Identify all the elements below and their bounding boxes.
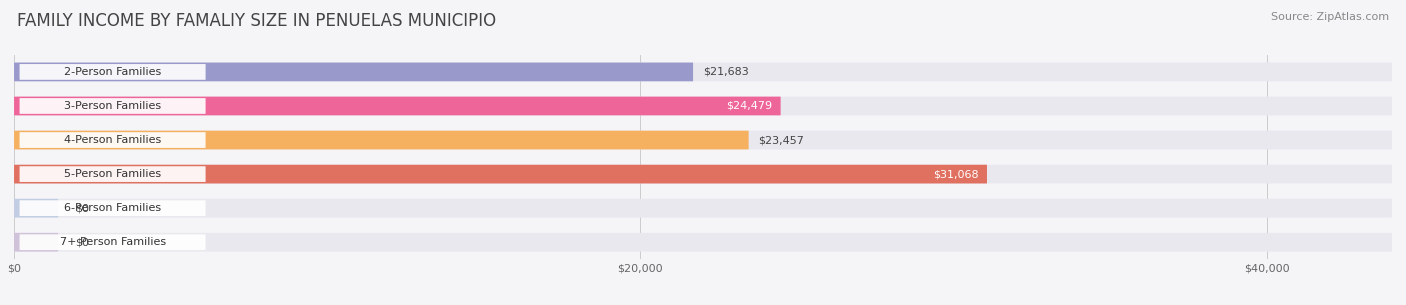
Text: 2-Person Families: 2-Person Families: [63, 67, 162, 77]
FancyBboxPatch shape: [14, 165, 1392, 184]
Text: $23,457: $23,457: [758, 135, 804, 145]
Text: 7+ Person Families: 7+ Person Families: [59, 237, 166, 247]
FancyBboxPatch shape: [20, 200, 205, 216]
Text: 4-Person Families: 4-Person Families: [63, 135, 162, 145]
FancyBboxPatch shape: [14, 97, 1392, 115]
FancyBboxPatch shape: [14, 233, 58, 252]
Text: Source: ZipAtlas.com: Source: ZipAtlas.com: [1271, 12, 1389, 22]
FancyBboxPatch shape: [14, 165, 987, 184]
Text: $24,479: $24,479: [727, 101, 772, 111]
FancyBboxPatch shape: [14, 63, 1392, 81]
Text: 3-Person Families: 3-Person Families: [65, 101, 162, 111]
FancyBboxPatch shape: [14, 63, 693, 81]
Text: $31,068: $31,068: [934, 169, 979, 179]
Text: FAMILY INCOME BY FAMALIY SIZE IN PENUELAS MUNICIPIO: FAMILY INCOME BY FAMALIY SIZE IN PENUELA…: [17, 12, 496, 30]
FancyBboxPatch shape: [20, 64, 205, 80]
Text: $0: $0: [75, 203, 89, 213]
FancyBboxPatch shape: [14, 131, 1392, 149]
FancyBboxPatch shape: [20, 98, 205, 114]
FancyBboxPatch shape: [20, 166, 205, 182]
FancyBboxPatch shape: [14, 131, 748, 149]
FancyBboxPatch shape: [14, 97, 780, 115]
FancyBboxPatch shape: [14, 199, 58, 217]
Text: 6-Person Families: 6-Person Families: [65, 203, 162, 213]
Text: 5-Person Families: 5-Person Families: [65, 169, 162, 179]
FancyBboxPatch shape: [14, 199, 1392, 217]
Text: $21,683: $21,683: [703, 67, 748, 77]
FancyBboxPatch shape: [14, 233, 1392, 252]
Text: $0: $0: [75, 237, 89, 247]
FancyBboxPatch shape: [20, 234, 205, 250]
FancyBboxPatch shape: [20, 132, 205, 148]
